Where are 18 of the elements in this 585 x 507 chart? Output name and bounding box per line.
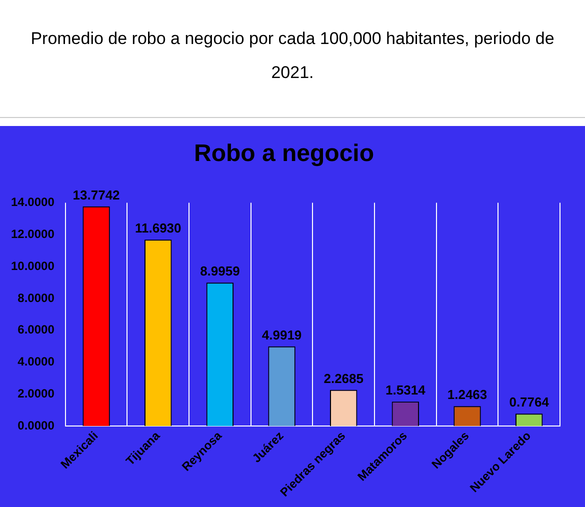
data-label: 4.9919 [262,327,302,342]
data-label: 1.5314 [386,382,426,398]
y-tick-label: 14.0000 [10,195,55,210]
data-label: 1.2463 [447,387,488,402]
data-label: 0.7764 [509,394,550,410]
y-tick-label: 2.0000 [18,386,55,400]
data-label: 8.9959 [200,264,240,279]
y-tick-label: 0.0000 [18,418,55,432]
y-tick-label: 4.0000 [18,354,55,369]
chart-subtitle: Promedio de robo a negocio por cada 100,000 habitantes, periodo de 2021. [0,0,585,118]
y-tick-label: 12.0000 [10,226,55,241]
data-label: 13.7742 [72,187,120,202]
chart-title: Robo a negocio [194,140,374,168]
data-label: 11.6930 [134,220,182,236]
y-tick-label: 10.0000 [10,258,55,273]
y-tick-label: 8.0000 [18,290,55,305]
data-label: 2.2685 [324,370,364,386]
y-tick-label: 6.0000 [18,322,55,337]
